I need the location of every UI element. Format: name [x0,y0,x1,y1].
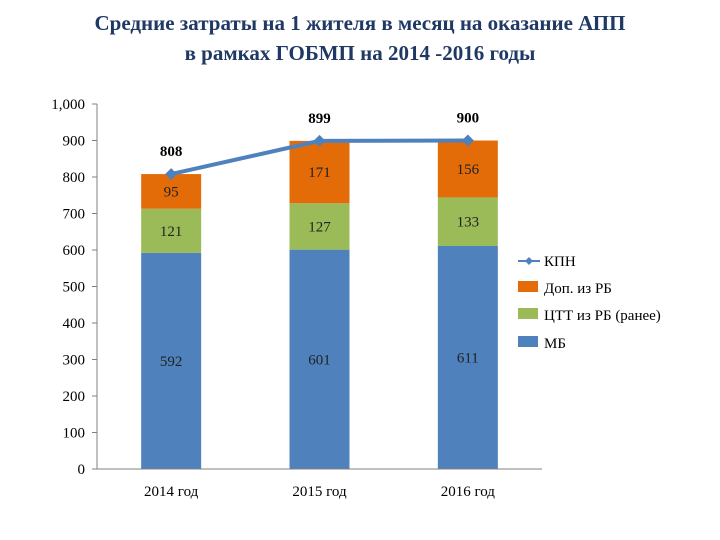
legend-swatch-mb [518,336,538,347]
legend-label-dop: Доп. из РБ [544,281,612,297]
y-tick-label: 800 [63,170,86,186]
y-tick-label: 300 [63,353,86,369]
legend-label-ctt: ЦТТ из РБ (ранее) [544,308,661,324]
y-tick-label: 700 [63,207,86,223]
data-label-dop: 95 [164,184,179,200]
y-tick-label: 900 [63,134,86,150]
bar-segment-dop [437,140,498,198]
bar-segment-ctt [289,203,350,250]
legend-swatch-ctt [518,308,538,319]
y-tick-label: 1,000 [51,97,85,113]
y-tick-label: 500 [63,280,86,296]
data-label-kpn: 899 [308,111,331,127]
bar-segment-ctt [141,208,202,253]
data-label-dop: 156 [457,162,480,178]
x-tick-label: 2015 год [292,484,347,500]
bar-segment-mb [289,249,350,469]
data-label-ctt: 121 [160,224,183,240]
bar-segment-ctt [437,197,498,246]
title-line-1: Средние затраты на 1 жителя в месяц на о… [94,11,626,35]
chart-title: Средние затраты на 1 жителя в месяц на о… [0,8,720,68]
legend-marker-kpn [525,257,533,265]
bar-segment-dop [289,140,350,204]
x-tick-label: 2014 год [144,484,199,500]
line-point-kpn [165,168,178,181]
title-line-2: в рамках ГОБМП на 2014 -2016 годы [184,41,536,65]
data-label-kpn: 900 [457,111,480,127]
legend-label-mb: МБ [544,336,566,352]
data-label-mb: 611 [457,350,479,366]
y-tick-label: 100 [63,426,86,442]
bar-segment-mb [141,252,202,469]
data-label-mb: 592 [160,354,183,370]
x-tick-label: 2016 год [441,484,496,500]
data-label-ctt: 133 [457,215,480,231]
legend-label-kpn: КПН [544,254,576,270]
legend-swatch-dop [518,281,538,292]
line-point-kpn [461,134,474,147]
data-label-mb: 601 [308,352,331,368]
data-label-dop: 171 [308,165,331,181]
line-point-kpn [313,134,326,147]
y-tick-label: 400 [63,316,86,332]
y-tick-label: 600 [63,243,86,259]
data-label-kpn: 808 [160,144,183,160]
bar-segment-mb [437,245,498,469]
data-label-ctt: 127 [308,219,331,235]
y-tick-label: 0 [78,462,86,478]
y-tick-label: 200 [63,389,86,405]
